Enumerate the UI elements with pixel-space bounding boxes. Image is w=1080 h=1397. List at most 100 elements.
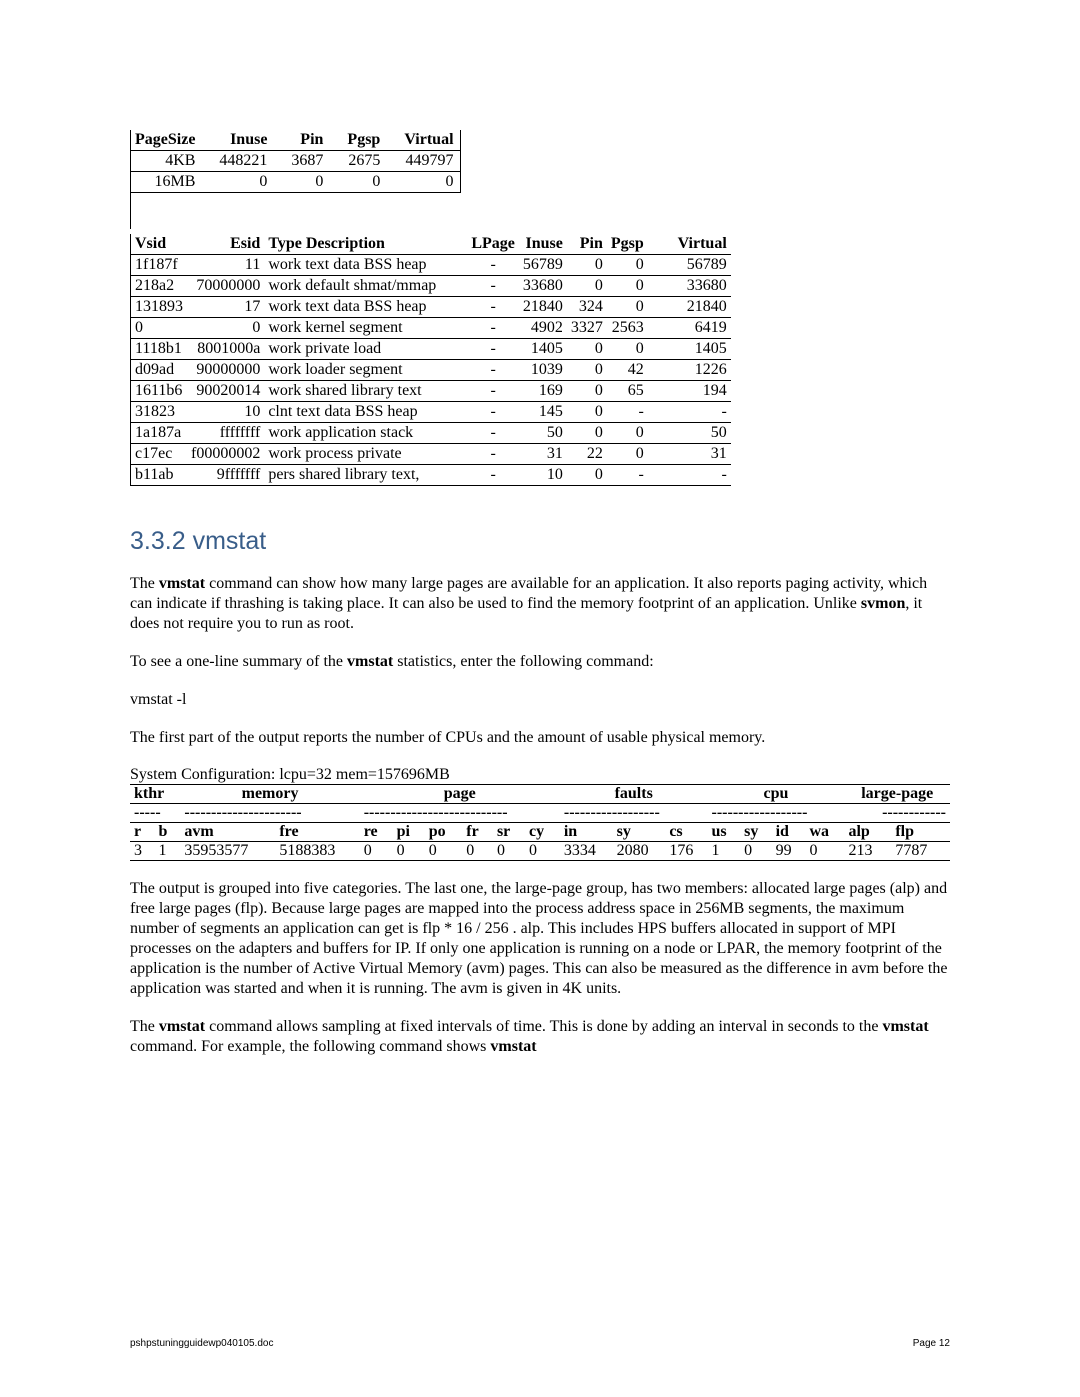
t1-r1c2: 0 xyxy=(273,172,329,193)
t2-r7c0: 31823 xyxy=(131,402,187,423)
t2-r1c0: 218a2 xyxy=(131,276,187,297)
t3-d2: --------------------------- xyxy=(360,804,560,823)
t2-r8c4: 50 xyxy=(519,423,567,444)
t3-val-18: 7787 xyxy=(891,842,950,861)
t2-r5c0: d09ad xyxy=(131,360,187,381)
t2-r2c6: 0 xyxy=(607,297,648,318)
t2-h7: Virtual xyxy=(648,234,731,255)
t3-col-15: id xyxy=(772,823,806,842)
para-4: The output is grouped into five categori… xyxy=(130,879,950,999)
t2-r9c3: - xyxy=(467,444,519,465)
t3-val-5: 0 xyxy=(393,842,425,861)
t3-d0: ----- xyxy=(130,804,180,823)
t2-r10c3: - xyxy=(467,465,519,486)
t2-r7c4: 145 xyxy=(519,402,567,423)
t2-r10c1: 9fffffff xyxy=(187,465,264,486)
t3-g4: cpu xyxy=(708,785,845,804)
t2-r5c7: 1226 xyxy=(648,360,731,381)
cmd-line: vmstat -l xyxy=(130,690,950,710)
t2-h1: Esid xyxy=(187,234,264,255)
t2-r7c3: - xyxy=(467,402,519,423)
t2-r4c0: 1118b1 xyxy=(131,339,187,360)
t2-r10c6: - xyxy=(607,465,648,486)
t2-r7c7: - xyxy=(648,402,731,423)
t2-r0c3: - xyxy=(467,255,519,276)
t2-r3c0: 0 xyxy=(131,318,187,339)
t2-r4c7: 1405 xyxy=(648,339,731,360)
t3-d4: ------------------ xyxy=(708,804,845,823)
t2-r10c4: 10 xyxy=(519,465,567,486)
t1-h2: Pin xyxy=(273,130,329,151)
para-1: The vmstat command can show how many lar… xyxy=(130,574,950,634)
vsid-table: Vsid Esid Type Description LPage Inuse P… xyxy=(131,234,731,486)
t2-r0c6: 0 xyxy=(607,255,648,276)
t3-col-8: sr xyxy=(493,823,525,842)
t2-r3c4: 4902 xyxy=(519,318,567,339)
t2-r6c0: 1611b6 xyxy=(131,381,187,402)
t2-r4c2: work private load xyxy=(264,339,467,360)
t3-d5: ------------ xyxy=(844,804,950,823)
t2-r9c2: work process private xyxy=(264,444,467,465)
t3-val-9: 0 xyxy=(525,842,560,861)
t1-h3: Pgsp xyxy=(329,130,386,151)
t3-g0: kthr xyxy=(130,785,180,804)
t2-r5c1: 90000000 xyxy=(187,360,264,381)
section-title: vmstat xyxy=(193,527,267,555)
p5f: vmstat xyxy=(490,1038,536,1055)
t3-d1: ---------------------- xyxy=(180,804,359,823)
section-heading: 3.3.2 vmstat xyxy=(130,527,950,556)
t2-r5c6: 42 xyxy=(607,360,648,381)
t2-r2c3: - xyxy=(467,297,519,318)
t2-r7c6: - xyxy=(607,402,648,423)
t2-r2c5: 324 xyxy=(567,297,607,318)
t3-val-4: 0 xyxy=(360,842,393,861)
t2-r8c3: - xyxy=(467,423,519,444)
t3-col-16: wa xyxy=(805,823,844,842)
p2b: vmstat xyxy=(347,653,393,670)
p1a: The xyxy=(130,575,159,592)
page-footer: pshpstuningguidewp040105.doc Page 12 xyxy=(130,1338,950,1349)
t3-col-6: po xyxy=(425,823,462,842)
t1-r0c4: 449797 xyxy=(386,151,460,172)
t3-g5: large-page xyxy=(844,785,950,804)
t2-r9c4: 31 xyxy=(519,444,567,465)
p1c: command can show how many large pages ar… xyxy=(130,575,927,612)
footer-right: Page 12 xyxy=(913,1338,950,1349)
t3-val-16: 0 xyxy=(805,842,844,861)
t2-r3c1: 0 xyxy=(187,318,264,339)
t2-r9c7: 31 xyxy=(648,444,731,465)
t1-r0c3: 2675 xyxy=(329,151,386,172)
t3-col-11: sy xyxy=(613,823,666,842)
t3-col-2: avm xyxy=(180,823,275,842)
t2-r2c4: 21840 xyxy=(519,297,567,318)
t2-r0c1: 11 xyxy=(187,255,264,276)
t2-r5c3: - xyxy=(467,360,519,381)
t2-r1c2: work default shmat/mmap xyxy=(264,276,467,297)
t1-h4: Virtual xyxy=(386,130,460,151)
para-3: The first part of the output reports the… xyxy=(130,728,950,748)
t2-r8c2: work application stack xyxy=(264,423,467,444)
t3-val-7: 0 xyxy=(462,842,493,861)
t3-val-13: 1 xyxy=(708,842,741,861)
t3-d3: ------------------ xyxy=(560,804,708,823)
t2-r3c5: 3327 xyxy=(567,318,607,339)
vmstat-table: kthr memory page faults cpu large-page -… xyxy=(130,785,950,861)
t2-h3: LPage xyxy=(467,234,519,255)
t2-r5c2: work loader segment xyxy=(264,360,467,381)
t3-col-5: pi xyxy=(393,823,425,842)
t2-r4c5: 0 xyxy=(567,339,607,360)
t2-r9c0: c17ec xyxy=(131,444,187,465)
t3-val-2: 35953577 xyxy=(180,842,275,861)
t3-col-12: cs xyxy=(665,823,707,842)
t3-col-1: b xyxy=(154,823,180,842)
t2-r5c5: 0 xyxy=(567,360,607,381)
t3-col-17: alp xyxy=(844,823,891,842)
para-2: To see a one-line summary of the vmstat … xyxy=(130,652,950,672)
t2-r10c0: b11ab xyxy=(131,465,187,486)
t3-g2: page xyxy=(360,785,560,804)
t3-col-7: fr xyxy=(462,823,493,842)
t2-r1c4: 33680 xyxy=(519,276,567,297)
t2-r0c5: 0 xyxy=(567,255,607,276)
t3-val-3: 5188383 xyxy=(275,842,359,861)
t3-val-12: 176 xyxy=(665,842,707,861)
